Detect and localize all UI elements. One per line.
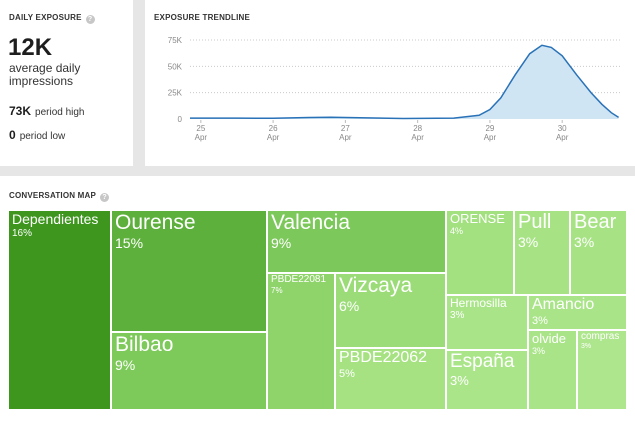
treemap-tile-percent: 9% bbox=[115, 357, 136, 373]
x-tick-day: 25 bbox=[196, 124, 205, 133]
exposure-trendline-card: EXPOSURE TRENDLINE 75K 50K 25K 0 25 Apr 26 Apr 2… bbox=[145, 0, 635, 166]
treemap-tile-label: Valencia bbox=[271, 211, 350, 234]
x-tick-month: Apr bbox=[484, 133, 497, 142]
treemap-tile-label: España bbox=[450, 351, 515, 372]
y-tick-label: 75K bbox=[168, 36, 183, 45]
treemap-tile-percent: 3% bbox=[450, 310, 465, 321]
treemap-tile[interactable]: PBDE22062 5% bbox=[335, 348, 446, 410]
average-daily-label: average daily impressions bbox=[9, 61, 81, 88]
treemap-tile-percent: 9% bbox=[271, 235, 292, 251]
period-low-label: period low bbox=[19, 131, 66, 142]
treemap-tile-label: PBDE22081 bbox=[271, 274, 327, 285]
treemap-tile[interactable]: España 3% bbox=[446, 350, 528, 410]
treemap-tile-label: ORENSE bbox=[450, 211, 505, 226]
treemap-tile[interactable]: Vizcaya 6% bbox=[335, 273, 446, 348]
treemap-tile-percent: 3% bbox=[532, 346, 546, 356]
treemap-tile-percent: 3% bbox=[450, 373, 469, 388]
average-daily-value: 12K bbox=[8, 34, 53, 61]
treemap-tile-percent: 3% bbox=[581, 343, 592, 350]
treemap-tile[interactable]: PBDE22081 7% bbox=[267, 273, 335, 410]
y-tick-label: 25K bbox=[168, 89, 183, 98]
exposure-trendline-title: EXPOSURE TRENDLINE bbox=[154, 13, 251, 22]
treemap-tile-label: Ourense bbox=[115, 211, 196, 234]
treemap-tile-percent: 3% bbox=[518, 234, 539, 250]
treemap-tile-percent: 4% bbox=[450, 226, 464, 236]
treemap-tile-label: Hermosilla bbox=[450, 296, 507, 310]
treemap-tile-label: Amancio bbox=[532, 296, 595, 313]
x-tick-month: Apr bbox=[195, 133, 208, 142]
daily-exposure-title: DAILY EXPOSURE? bbox=[9, 13, 95, 24]
treemap-tile-label: olvide bbox=[532, 331, 566, 346]
daily-exposure-card: DAILY EXPOSURE? 12K average daily impres… bbox=[0, 0, 133, 166]
treemap-tile-percent: 6% bbox=[339, 298, 360, 314]
treemap-tile[interactable]: ORENSE 4% bbox=[446, 210, 514, 295]
treemap-tile[interactable]: Valencia 9% bbox=[267, 210, 446, 273]
treemap-tile[interactable]: compras 3% bbox=[577, 330, 627, 410]
x-tick-day: 27 bbox=[341, 124, 350, 133]
help-icon[interactable]: ? bbox=[100, 193, 110, 202]
y-tick-label: 0 bbox=[178, 115, 183, 124]
treemap-tile-label: Bear bbox=[574, 211, 617, 233]
x-tick-month: Apr bbox=[339, 133, 352, 142]
period-low-value: 0 bbox=[9, 128, 16, 142]
treemap-tile-label: Dependientes bbox=[12, 211, 99, 227]
treemap-tile[interactable]: Bilbao 9% bbox=[111, 332, 267, 410]
exposure-line bbox=[190, 44, 620, 120]
period-low: 0 period low bbox=[9, 128, 65, 142]
treemap-tile[interactable]: olvide 3% bbox=[528, 330, 577, 410]
treemap-tile-percent: 3% bbox=[532, 315, 548, 327]
period-high-value: 73K bbox=[9, 104, 32, 118]
treemap-tile-percent: 3% bbox=[574, 234, 595, 250]
treemap-tile-label: Bilbao bbox=[115, 333, 174, 356]
x-tick-month: Apr bbox=[411, 133, 424, 142]
treemap-tile-label: compras bbox=[581, 331, 620, 342]
x-tick-day: 29 bbox=[485, 124, 494, 133]
treemap-tile[interactable]: Bear 3% bbox=[570, 210, 627, 295]
exposure-area bbox=[190, 45, 619, 119]
period-high-label: period high bbox=[35, 107, 85, 118]
x-tick-day: 26 bbox=[269, 124, 278, 133]
treemap-tile[interactable]: Amancio 3% bbox=[528, 295, 627, 330]
x-tick-day: 30 bbox=[558, 124, 567, 133]
treemap-tile-percent: 7% bbox=[271, 286, 283, 295]
treemap-tile-label: Pull bbox=[518, 211, 552, 233]
help-icon[interactable]: ? bbox=[85, 15, 95, 24]
treemap-tile[interactable]: Ourense 15% bbox=[111, 210, 267, 332]
x-tick-month: Apr bbox=[267, 133, 280, 142]
treemap-tile-percent: 5% bbox=[339, 368, 355, 380]
x-tick-month: Apr bbox=[556, 133, 569, 142]
period-high: 73K period high bbox=[9, 104, 85, 118]
treemap-tile-label: PBDE22062 bbox=[339, 349, 428, 366]
y-tick-label: 50K bbox=[168, 62, 183, 71]
treemap-tile[interactable]: Dependientes 16% bbox=[8, 210, 111, 410]
treemap-tile[interactable]: Hermosilla 3% bbox=[446, 295, 528, 350]
x-tick-day: 28 bbox=[413, 124, 422, 133]
conversation-map-title: CONVERSATION MAP? bbox=[9, 191, 110, 202]
treemap-tile-percent: 16% bbox=[12, 228, 33, 239]
treemap-tile-percent: 15% bbox=[115, 235, 144, 251]
treemap-tile[interactable]: Pull 3% bbox=[514, 210, 570, 295]
treemap-tile-label: Vizcaya bbox=[339, 274, 413, 297]
